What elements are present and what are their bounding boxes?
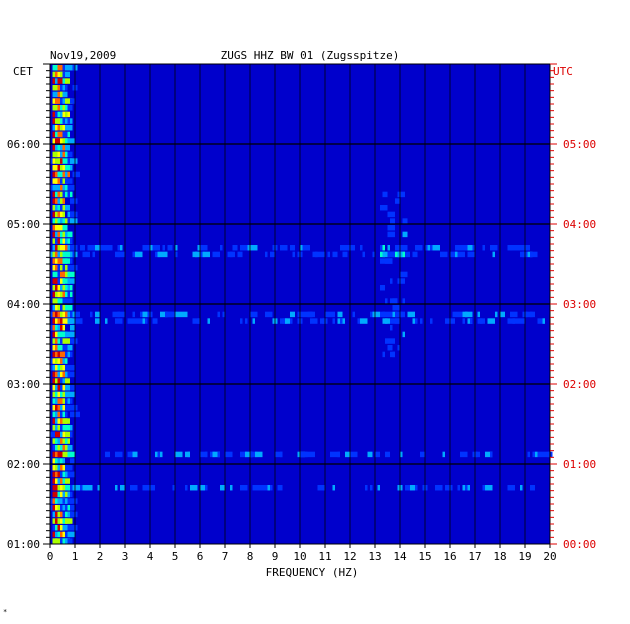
spectrogram-cells: [50, 65, 553, 544]
chart-title: ZUGS HHZ BW 01 (Zugsspitze): [221, 49, 400, 62]
right-tick-label: 03:00: [563, 298, 596, 311]
plot-grid: [50, 64, 550, 544]
left-tick-label: 05:00: [7, 218, 40, 231]
x-tick-label: 6: [197, 550, 204, 563]
left-tick-label: 04:00: [7, 298, 40, 311]
x-tick-label: 12: [343, 550, 356, 563]
x-tick-label: 4: [147, 550, 154, 563]
x-tick-label: 18: [493, 550, 506, 563]
corner-mark: *: [3, 608, 7, 616]
x-tick-label: 11: [318, 550, 331, 563]
x-tick-label: 7: [222, 550, 229, 563]
left-tick-label: 06:00: [7, 138, 40, 151]
left-tick-label: 03:00: [7, 378, 40, 391]
plot-axes: 0 1 2 3 4 5 6 7 8 9 10 11 12 13 14 15 16 17 18 19 2006:0005:…: [7, 63, 596, 563]
right-tick-label: 02:00: [563, 378, 596, 391]
left-axis-label: CET: [13, 65, 33, 78]
right-axis-label: UTC: [553, 65, 573, 78]
x-tick-label: 5: [172, 550, 179, 563]
x-tick-label: 0: [47, 550, 54, 563]
right-tick-label: 01:00: [563, 458, 596, 471]
right-tick-label: 05:00: [563, 138, 596, 151]
x-tick-label: 10: [293, 550, 306, 563]
chart-date: Nov19,2009: [50, 49, 116, 62]
left-tick-label: 01:00: [7, 538, 40, 551]
x-tick-label: 9: [272, 550, 279, 563]
x-tick-label: 14: [393, 550, 407, 563]
x-tick-label: 16: [443, 550, 456, 563]
x-tick-label: 19: [518, 550, 531, 563]
x-tick-label: 15: [418, 550, 431, 563]
left-tick-label: 02:00: [7, 458, 40, 471]
x-tick-label: 13: [368, 550, 381, 563]
x-tick-label: 3: [122, 550, 129, 563]
right-tick-label: 04:00: [563, 218, 596, 231]
x-tick-label: 8: [247, 550, 254, 563]
x-tick-label: 20: [543, 550, 556, 563]
x-tick-label: 1: [72, 550, 79, 563]
right-tick-label: 00:00: [563, 538, 596, 551]
x-axis-label: FREQUENCY (HZ): [266, 566, 359, 579]
x-tick-label: 2: [97, 550, 104, 563]
x-tick-label: 17: [468, 550, 481, 563]
